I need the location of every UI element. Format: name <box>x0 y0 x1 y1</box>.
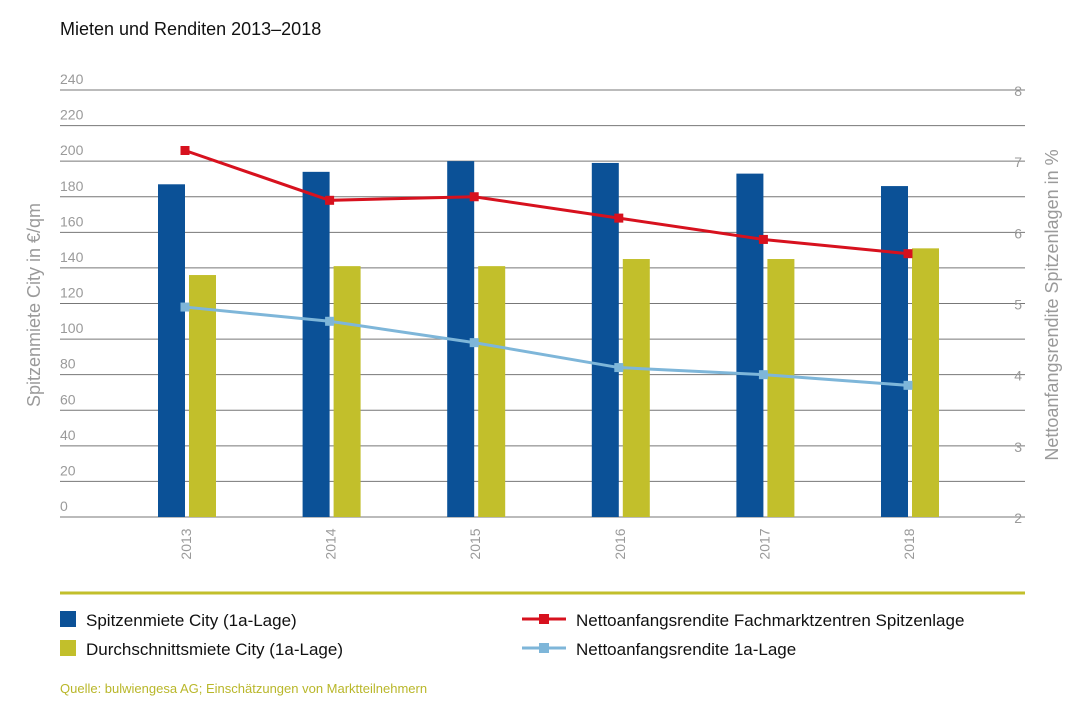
y2-tick-8: 8 <box>1014 83 1022 99</box>
y-tick-240: 240 <box>60 71 84 87</box>
y-tick-20: 20 <box>60 462 76 478</box>
bars <box>158 161 939 518</box>
point-1a-lage-2013 <box>180 302 190 312</box>
y-tick-200: 200 <box>60 142 84 158</box>
y-tick-160: 160 <box>60 213 84 229</box>
bar-durchschnittsmiete-2013 <box>189 275 216 517</box>
legend-label-durchschnittsmiete: Durchschnittsmiete City (1a-Lage) <box>86 640 343 659</box>
x-axis-ticks: 2013 2014 2015 2016 2017 2018 <box>178 528 917 559</box>
y2-tick-4: 4 <box>1014 368 1022 384</box>
bar-spitzenmiete-2017 <box>736 173 764 517</box>
legend-label-spitzenmiete: Spitzenmiete City (1a-Lage) <box>86 611 297 630</box>
legend-item-durchschnittsmiete: Durchschnittsmiete City (1a-Lage) <box>60 640 343 659</box>
grid <box>60 89 1025 518</box>
point-1a-lage-2016 <box>614 363 624 373</box>
chart-title: Mieten und Renditen 2013–2018 <box>60 19 321 39</box>
legend-item-spitzenmiete: Spitzenmiete City (1a-Lage) <box>60 611 297 630</box>
y2-tick-3: 3 <box>1014 439 1022 455</box>
y-tick-140: 140 <box>60 249 84 265</box>
x-tick-2017: 2017 <box>756 528 772 559</box>
bar-durchschnittsmiete-2018 <box>912 248 939 518</box>
y-tick-180: 180 <box>60 178 84 194</box>
y-tick-220: 220 <box>60 107 84 123</box>
point-1a-lage-2017 <box>758 370 768 380</box>
legend-marker-1a-lage <box>539 643 549 653</box>
legend-label-1a-lage: Nettoanfangsrendite 1a-Lage <box>576 640 796 659</box>
bar-durchschnittsmiete-2015 <box>478 266 506 517</box>
line-fachmarktzentren <box>184 149 909 256</box>
x-tick-2014: 2014 <box>323 528 339 559</box>
point-fachmarktzentren-2017 <box>758 234 768 244</box>
y2-axis-ticks: 2 3 4 5 6 7 8 <box>1014 83 1022 526</box>
y-tick-120: 120 <box>60 285 84 301</box>
y-tick-100: 100 <box>60 320 84 336</box>
point-fachmarktzentren-2014 <box>325 195 335 205</box>
bar-spitzenmiete-2014 <box>302 171 330 517</box>
legend-swatch-spitzenmiete <box>60 611 76 627</box>
point-1a-lage-2014 <box>325 316 335 326</box>
point-1a-lage-2015 <box>469 338 479 348</box>
x-tick-2013: 2013 <box>178 528 194 559</box>
bar-spitzenmiete-2013 <box>158 184 185 517</box>
x-tick-2018: 2018 <box>901 528 917 559</box>
lines <box>180 145 913 390</box>
bar-durchschnittsmiete-2016 <box>622 259 650 517</box>
y-axis-title: Spitzenmiete City in €/qm <box>24 203 44 407</box>
y-axis-ticks: 0 20 40 60 80 100 120 140 160 180 200 220 240 <box>60 71 84 514</box>
legend-item-fachmarktzentren: Nettoanfangsrendite Fachmarktzentren Spi… <box>522 611 964 630</box>
source-note: Quelle: bulwiengesa AG; Einschätzungen v… <box>60 681 427 696</box>
y-tick-40: 40 <box>60 427 76 443</box>
point-fachmarktzentren-2013 <box>180 145 190 155</box>
line-1a-lage <box>184 305 909 387</box>
point-fachmarktzentren-2018 <box>903 249 913 259</box>
legend-marker-fachmarktzentren <box>539 614 549 624</box>
legend: Spitzenmiete City (1a-Lage) Durchschnitt… <box>60 611 964 659</box>
y2-tick-7: 7 <box>1014 154 1022 170</box>
y-tick-0: 0 <box>60 498 68 514</box>
point-1a-lage-2018 <box>903 380 913 390</box>
bar-durchschnittsmiete-2017 <box>767 259 795 517</box>
point-fachmarktzentren-2016 <box>614 213 624 223</box>
y2-tick-2: 2 <box>1014 510 1022 526</box>
y2-tick-5: 5 <box>1014 297 1022 313</box>
x-tick-2016: 2016 <box>612 528 628 559</box>
y-tick-80: 80 <box>60 356 76 372</box>
y-tick-60: 60 <box>60 391 76 407</box>
x-tick-2015: 2015 <box>467 528 483 559</box>
legend-swatch-durchschnittsmiete <box>60 640 76 656</box>
y2-axis-title: Nettoanfangsrendite Spitzenlagen in % <box>1042 149 1062 460</box>
y2-tick-6: 6 <box>1014 225 1022 241</box>
point-fachmarktzentren-2015 <box>469 192 479 202</box>
legend-label-fachmarktzentren: Nettoanfangsrendite Fachmarktzentren Spi… <box>576 611 964 630</box>
bar-spitzenmiete-2018 <box>881 186 908 517</box>
bar-durchschnittsmiete-2014 <box>333 266 361 517</box>
legend-item-1a-lage: Nettoanfangsrendite 1a-Lage <box>522 640 796 659</box>
